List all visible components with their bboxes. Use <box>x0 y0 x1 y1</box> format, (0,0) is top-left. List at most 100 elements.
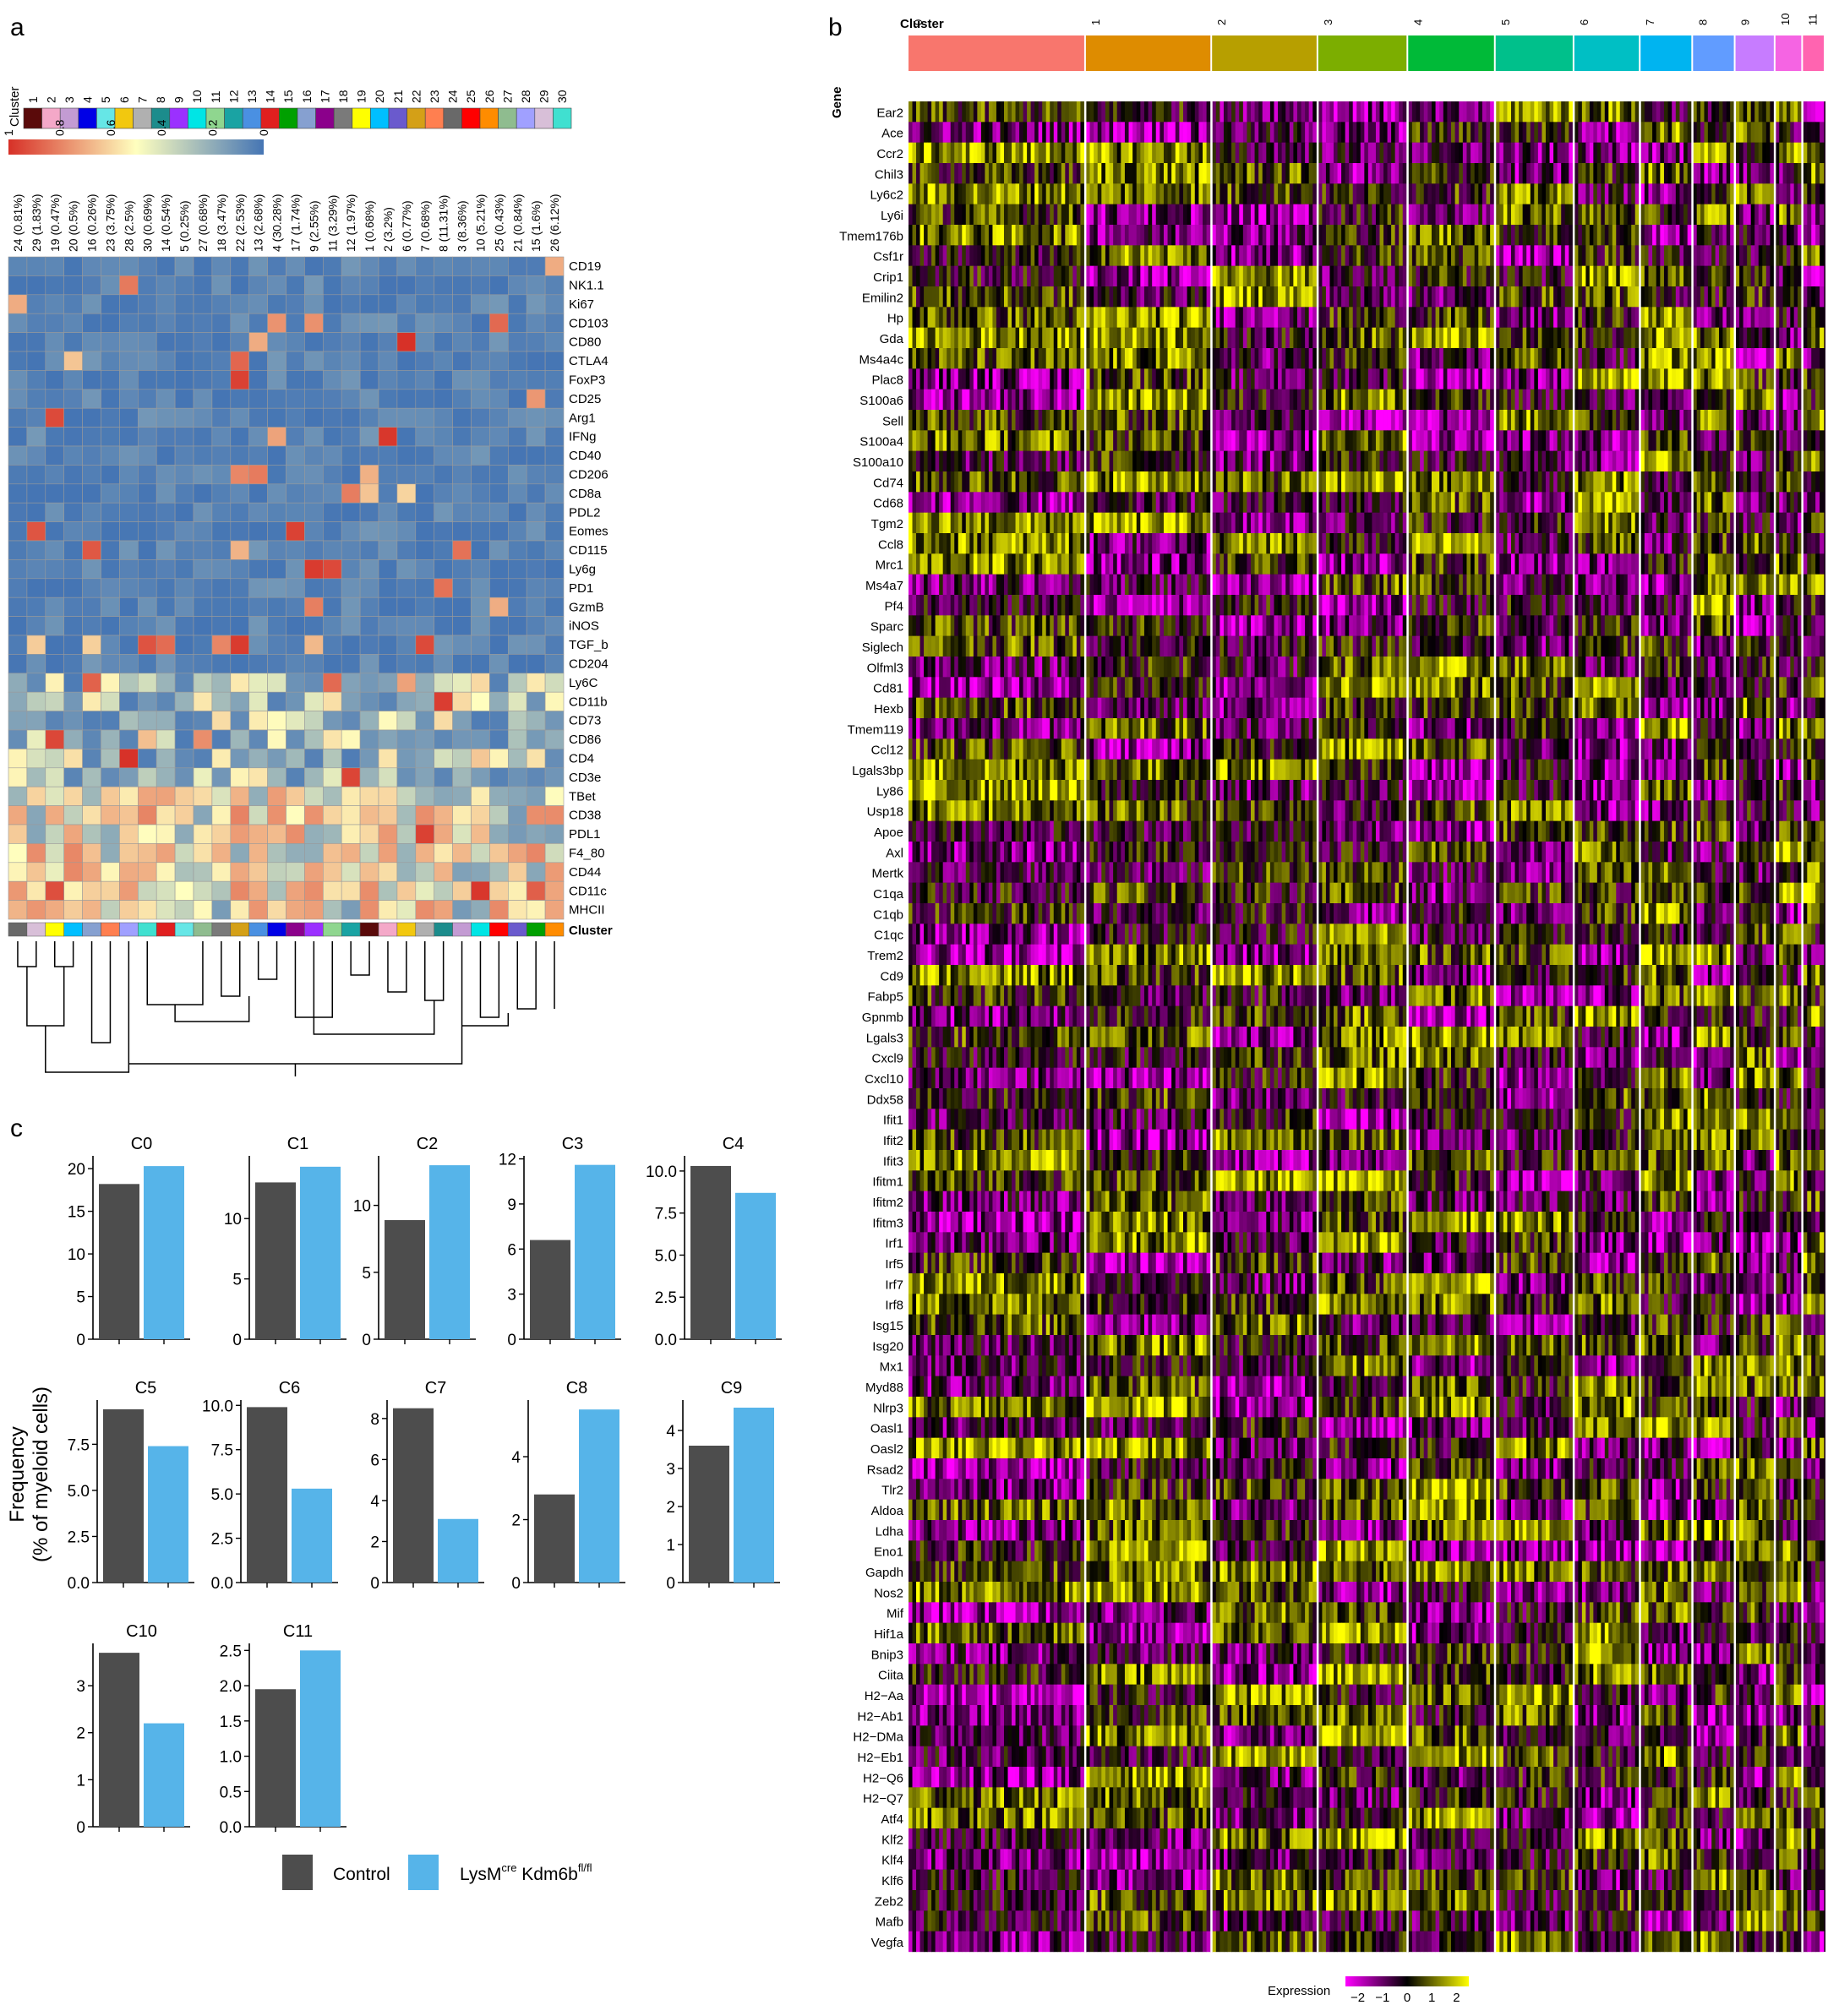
heatmap-cell <box>138 579 156 597</box>
expression-cell <box>1187 348 1192 369</box>
expression-cell <box>996 328 1001 349</box>
expression-cell <box>1432 348 1436 369</box>
heatmap-cell <box>360 275 379 294</box>
heatmap-cell <box>194 863 212 881</box>
expression-cell <box>974 348 978 369</box>
expression-cell <box>1739 122 1743 143</box>
expression-cell <box>1751 266 1755 287</box>
heatmap-cell <box>64 787 83 805</box>
expression-cell <box>1297 122 1301 143</box>
expression-cell <box>1285 163 1290 184</box>
expression-cell <box>1164 368 1168 390</box>
expression-cell <box>1243 410 1247 431</box>
expression-cell <box>1574 410 1579 431</box>
expression-cell <box>1086 390 1090 411</box>
expression-cell <box>1542 163 1546 184</box>
heatmap-cell <box>101 806 120 825</box>
expression-cell <box>1708 348 1712 369</box>
expression-cell <box>1766 266 1771 287</box>
expression-cell <box>1601 266 1605 287</box>
expression-cell <box>1349 183 1353 204</box>
expression-cell <box>954 348 958 369</box>
expression-cell <box>1152 286 1156 308</box>
expression-cell <box>1487 101 1491 123</box>
expression-cell <box>1420 143 1424 164</box>
expression-cell <box>1065 225 1069 246</box>
heatmap-cell <box>8 559 27 578</box>
heatmap-cell <box>341 787 360 805</box>
heatmap-cell <box>268 863 286 881</box>
expression-cell <box>1656 410 1661 431</box>
expression-cell <box>928 183 932 204</box>
expression-cell <box>1416 101 1421 123</box>
expression-cell <box>1080 245 1084 266</box>
expression-cell <box>1247 204 1251 226</box>
expression-cell <box>1160 348 1164 369</box>
expression-cell <box>1403 204 1407 226</box>
expression-cell <box>1388 266 1392 287</box>
heatmap-cell <box>416 295 434 313</box>
expression-cell <box>1137 183 1141 204</box>
expression-cell <box>1807 307 1811 328</box>
expression-cell <box>1811 122 1815 143</box>
expression-cell <box>1239 101 1243 123</box>
expression-cell <box>1243 245 1247 266</box>
expression-cell <box>1054 225 1058 246</box>
expression-cell <box>1019 101 1023 123</box>
expression-cell <box>1561 348 1565 369</box>
expression-cell <box>1770 410 1774 431</box>
expression-cell <box>1110 307 1114 328</box>
heatmap-cell <box>472 787 490 805</box>
heatmap-cell <box>156 522 175 541</box>
expression-cell <box>1672 204 1676 226</box>
expression-cell <box>1711 328 1716 349</box>
expression-cell <box>1762 143 1766 164</box>
expression-cell <box>1628 410 1632 431</box>
expression-cell <box>1027 266 1031 287</box>
expression-cell <box>1688 348 1692 369</box>
expression-cell <box>1597 410 1602 431</box>
expression-cell <box>1247 390 1251 411</box>
expression-cell <box>1803 122 1807 143</box>
expression-cell <box>1519 266 1523 287</box>
expression-cell <box>951 122 955 143</box>
heatmap-cell <box>323 654 341 673</box>
expression-cell <box>1388 307 1392 328</box>
expression-cell <box>1623 328 1628 349</box>
expression-cell <box>1236 204 1240 226</box>
heatmap-cell <box>268 749 286 767</box>
expression-cell <box>1585 307 1590 328</box>
expression-cell <box>1290 410 1294 431</box>
expression-cell <box>1212 266 1216 287</box>
expression-cell <box>1790 266 1794 287</box>
heatmap-cell <box>508 465 527 483</box>
expression-cell <box>1164 225 1168 246</box>
expression-cell <box>1326 307 1330 328</box>
expression-cell <box>1399 286 1403 308</box>
expression-cell <box>996 225 1001 246</box>
expression-cell <box>1285 245 1290 266</box>
expression-cell <box>1739 328 1743 349</box>
expression-cell <box>1443 307 1448 328</box>
heatmap-cell <box>472 351 490 370</box>
expression-cell <box>1349 286 1353 308</box>
expression-cell <box>1652 122 1656 143</box>
gene-label: Ace <box>881 127 903 141</box>
heatmap-row-label: iNOS <box>569 619 599 634</box>
expression-cell <box>1326 163 1330 184</box>
heatmap-cell <box>527 295 545 313</box>
expression-cell <box>1191 183 1195 204</box>
expression-cell <box>913 368 917 390</box>
expression-cell <box>1451 225 1455 246</box>
expression-cell <box>1353 266 1357 287</box>
expression-cell <box>1574 204 1579 226</box>
expression-cell <box>1574 266 1579 287</box>
heatmap-cell <box>27 617 46 635</box>
expression-cell <box>1561 143 1565 164</box>
expression-cell <box>1420 328 1424 349</box>
expression-cell <box>931 163 936 184</box>
expression-cell <box>1471 204 1475 226</box>
expression-cell <box>974 390 978 411</box>
heatmap-cell <box>508 484 527 503</box>
expression-cell <box>1176 101 1180 123</box>
